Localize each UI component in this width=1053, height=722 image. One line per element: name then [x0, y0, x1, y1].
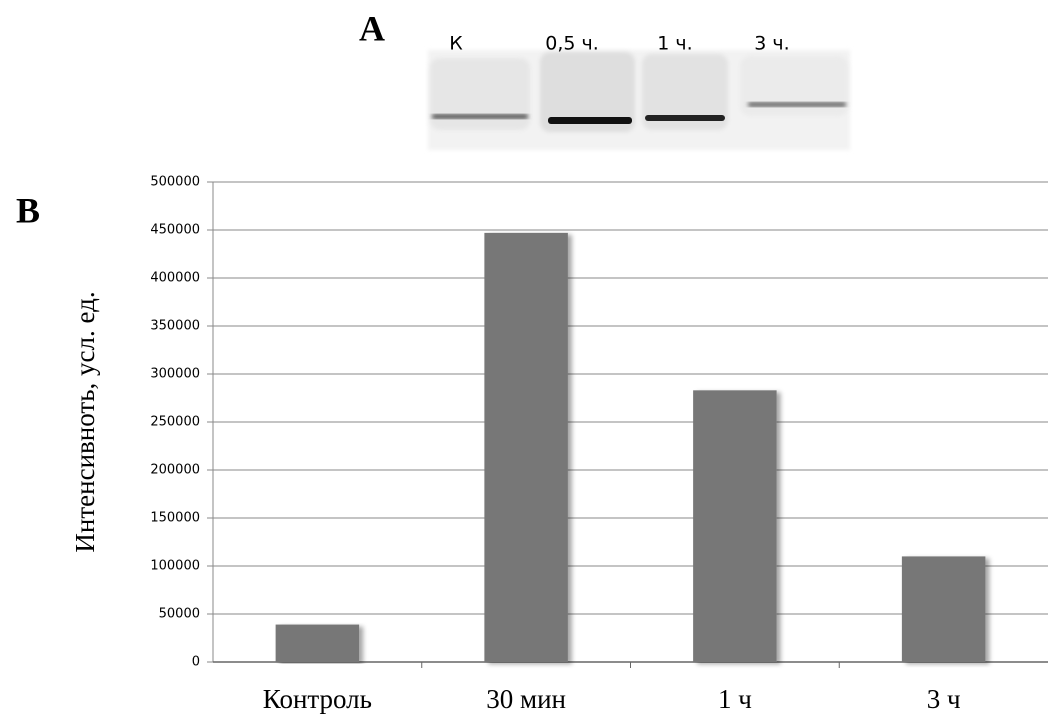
y-tick-label: 0: [192, 655, 200, 670]
lane-label: 3 ч.: [754, 33, 789, 55]
y-tick-label: 50000: [159, 607, 200, 622]
blot-image: [428, 50, 850, 150]
lane-label: К: [449, 33, 463, 55]
lane-label: 1 ч.: [657, 33, 692, 55]
y-axis-title: Интенсивноть, усл. ед.: [70, 291, 100, 552]
x-tick-label: 3 ч: [927, 684, 961, 714]
figure: A B К 0,5 ч. 1 ч. 3 ч. Интенсивноть, усл…: [0, 0, 1053, 722]
y-tick-label: 500000: [150, 175, 200, 190]
bar: [902, 556, 986, 662]
y-tick-label: 350000: [150, 319, 200, 334]
bar: [693, 390, 777, 662]
panel-label: B: [16, 190, 40, 230]
y-tick-label: 250000: [150, 415, 200, 430]
x-tick-label: Контроль: [263, 684, 372, 714]
y-tick-label: 450000: [150, 223, 200, 238]
y-tick-label: 400000: [150, 271, 200, 286]
x-tick-label: 30 мин: [486, 684, 566, 714]
y-tick-label: 100000: [150, 559, 200, 574]
x-tick-label: 1 ч: [718, 684, 752, 714]
bar: [484, 233, 568, 662]
y-tick-label: 300000: [150, 367, 200, 382]
bar: [276, 625, 360, 662]
page: A B К 0,5 ч. 1 ч. 3 ч. Интенсивноть, усл…: [0, 0, 1053, 722]
panel-label: A: [359, 8, 385, 48]
y-tick-label: 150000: [150, 511, 200, 526]
lane-label: 0,5 ч.: [545, 33, 599, 55]
y-tick-label: 200000: [150, 463, 200, 478]
